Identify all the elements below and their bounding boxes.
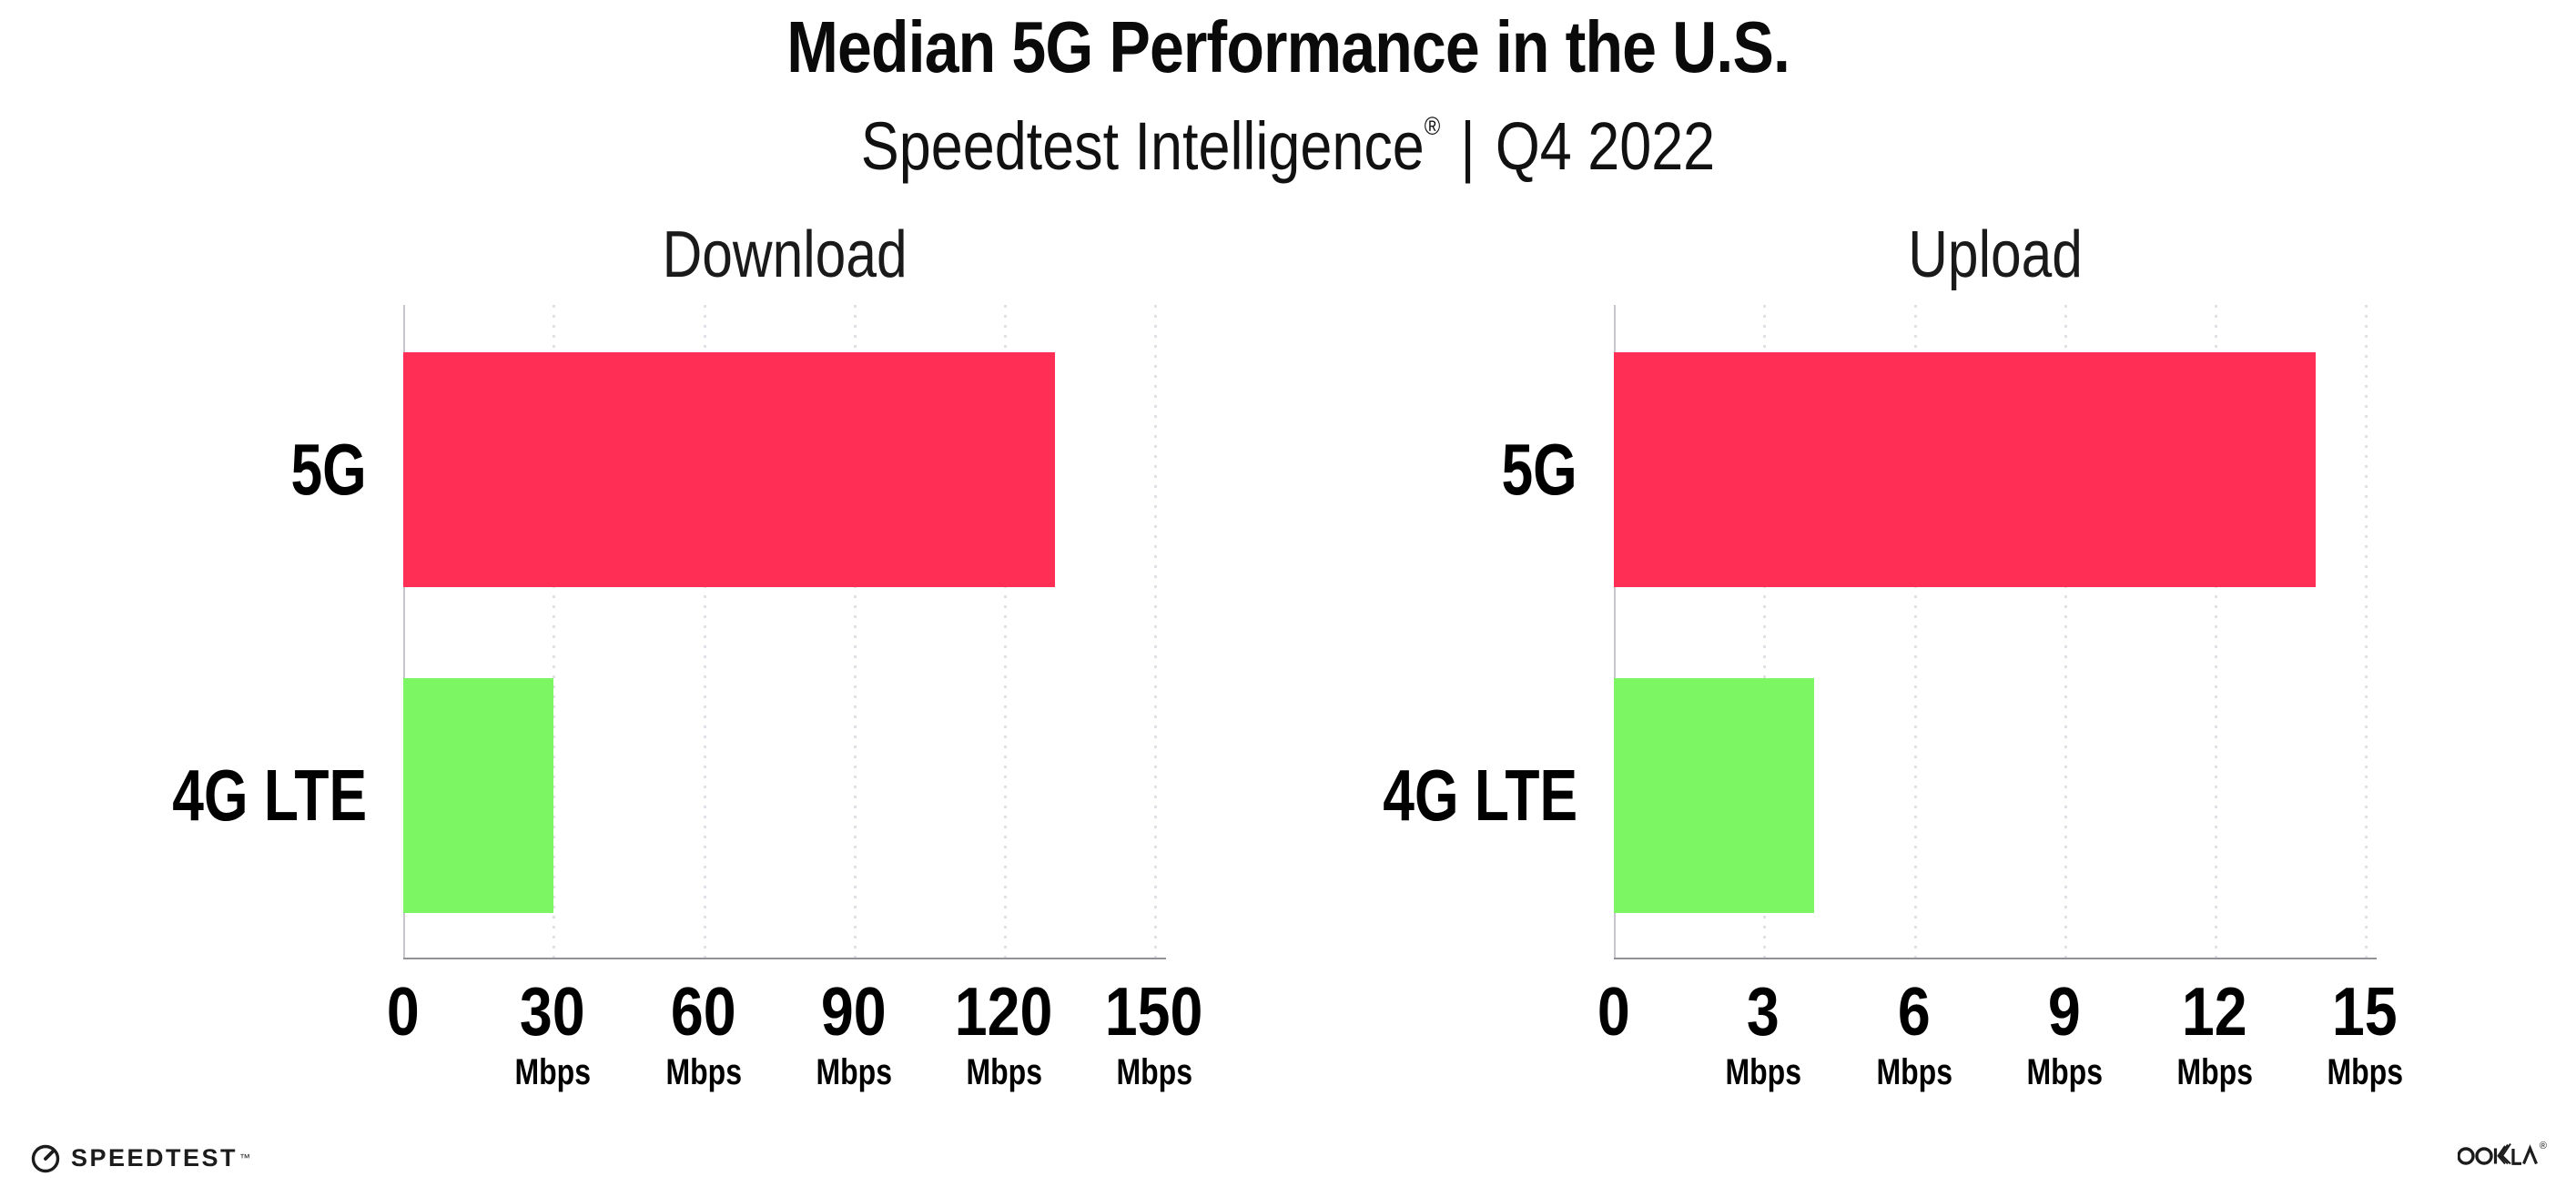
x-tick-3: 3 Mbps [1725, 973, 1801, 1092]
registered-mark: ® [2539, 1141, 2547, 1151]
subtitle-product: Speedtest Intelligence [860, 108, 1425, 184]
x-tick-9: 9 Mbps [2026, 973, 2103, 1092]
ookla-logo: ® [2457, 1141, 2547, 1167]
speedtest-wordmark: SPEEDTEST [71, 1143, 238, 1172]
x-tick-90: 90 Mbps [816, 973, 892, 1092]
x-tick-15: 15 Mbps [2327, 973, 2403, 1092]
page-title: Median 5G Performance in the U.S. [0, 4, 2576, 91]
gridline [1763, 305, 1766, 964]
category-label-5g: 5G [290, 429, 367, 510]
ookla-wordmark-icon [2457, 1142, 2538, 1165]
x-tick-0: 0 [387, 973, 420, 1050]
y-axis-line [403, 305, 405, 959]
page-subtitle: Speedtest Intelligence® | Q4 2022 [0, 87, 2576, 186]
subtitle-period: Q4 2022 [1495, 108, 1716, 184]
gridline [704, 305, 706, 964]
category-label-5g: 5G [1501, 429, 1577, 510]
y-axis-line [1614, 305, 1616, 959]
gridline [2365, 305, 2368, 964]
speedtest-logo: SPEEDTEST ™ [27, 1140, 250, 1176]
page-title-text: Median 5G Performance in the U.S. [786, 6, 1790, 87]
download-chart-title: Download [662, 218, 908, 291]
gridline [2215, 305, 2217, 964]
gridline [1154, 305, 1157, 964]
x-tick-60: 60 Mbps [665, 973, 742, 1092]
bar-5g-upload [1614, 352, 2317, 587]
x-tick-0: 0 [1597, 973, 1630, 1050]
upload-chart-title: Upload [1908, 218, 2083, 291]
upload-chart: Upload 5G 4G LTE 0 3 Mbps 6 [1211, 0, 2499, 1197]
x-axis-line [1614, 958, 2377, 959]
gridline [854, 305, 857, 964]
x-tick-120: 120 Mbps [955, 973, 1053, 1092]
trademark-mark: ™ [239, 1151, 251, 1164]
download-plot-area [403, 305, 1166, 964]
bar-4g-lte-download [403, 678, 554, 913]
category-label-4g-lte: 4G LTE [1383, 755, 1577, 836]
x-axis-line [403, 958, 1166, 959]
download-chart: Download 5G 4G LTE 0 30 Mbps 60 [172, 218, 1203, 1092]
x-tick-12: 12 Mbps [2176, 973, 2253, 1092]
gridline [1914, 305, 1917, 964]
gridline [553, 305, 555, 964]
upload-plot-area [1614, 305, 2377, 964]
x-tick-6: 6 Mbps [1876, 973, 1952, 1092]
gridline [1004, 305, 1007, 964]
registered-mark: ® [1424, 112, 1441, 140]
bar-4g-lte-upload [1614, 678, 1815, 913]
category-label-4g-lte: 4G LTE [172, 755, 367, 836]
speedtest-gauge-icon [31, 1144, 60, 1173]
bar-5g-download [403, 352, 1056, 587]
x-tick-150: 150 Mbps [1105, 973, 1203, 1092]
x-tick-30: 30 Mbps [514, 973, 591, 1092]
gridline [2064, 305, 2067, 964]
subtitle-separator: | [1460, 108, 1476, 184]
